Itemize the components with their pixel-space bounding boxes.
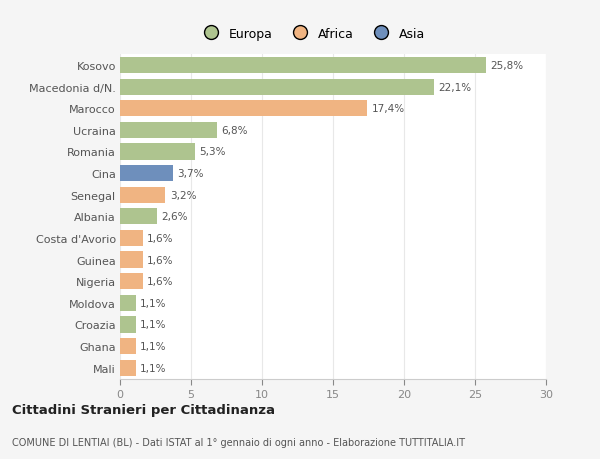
Text: 1,1%: 1,1% <box>140 341 166 351</box>
Bar <box>120 209 157 225</box>
Bar <box>120 166 173 182</box>
Bar <box>120 360 136 376</box>
Text: 3,2%: 3,2% <box>170 190 196 200</box>
Text: 3,7%: 3,7% <box>177 169 203 179</box>
Text: 1,6%: 1,6% <box>147 277 173 286</box>
Bar <box>120 101 367 117</box>
Text: 5,3%: 5,3% <box>200 147 226 157</box>
Text: 25,8%: 25,8% <box>491 61 524 71</box>
Bar <box>120 187 166 203</box>
Bar <box>120 295 136 311</box>
Legend: Europa, Africa, Asia: Europa, Africa, Asia <box>194 22 430 45</box>
Text: 1,6%: 1,6% <box>147 234 173 243</box>
Bar <box>120 252 143 268</box>
Text: 1,6%: 1,6% <box>147 255 173 265</box>
Text: 1,1%: 1,1% <box>140 320 166 330</box>
Bar <box>120 317 136 333</box>
Bar <box>120 123 217 139</box>
Text: COMUNE DI LENTIAI (BL) - Dati ISTAT al 1° gennaio di ogni anno - Elaborazione TU: COMUNE DI LENTIAI (BL) - Dati ISTAT al 1… <box>12 437 465 447</box>
Text: 17,4%: 17,4% <box>371 104 404 114</box>
Bar <box>120 79 434 95</box>
Text: 22,1%: 22,1% <box>438 83 471 92</box>
Bar <box>120 274 143 290</box>
Text: 1,1%: 1,1% <box>140 363 166 373</box>
Bar <box>120 144 195 160</box>
Text: 6,8%: 6,8% <box>221 126 247 135</box>
Bar <box>120 230 143 246</box>
Text: 2,6%: 2,6% <box>161 212 188 222</box>
Bar <box>120 338 136 354</box>
Text: Cittadini Stranieri per Cittadinanza: Cittadini Stranieri per Cittadinanza <box>12 403 275 416</box>
Text: 1,1%: 1,1% <box>140 298 166 308</box>
Bar <box>120 58 487 74</box>
